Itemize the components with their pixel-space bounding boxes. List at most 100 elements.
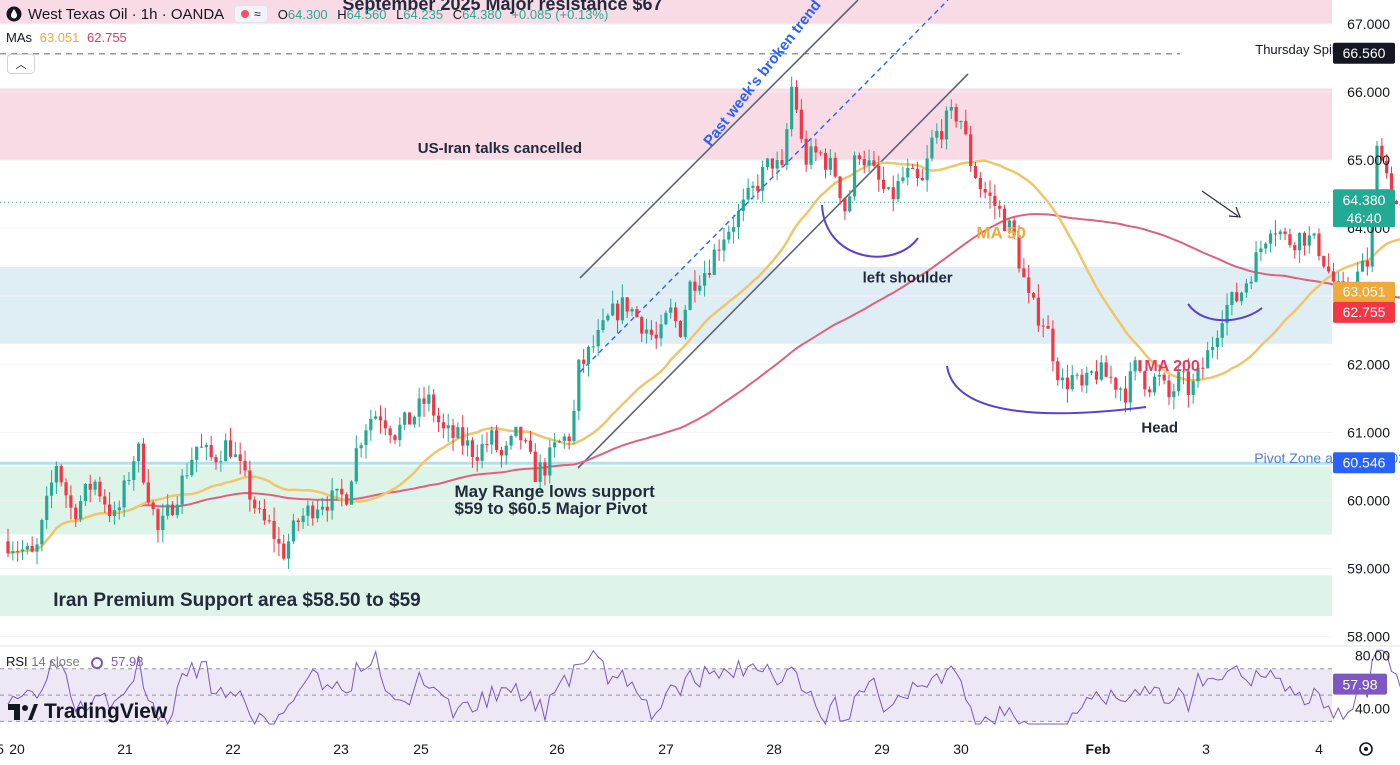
ma200-legend-value: 62.755 [87, 30, 127, 45]
candle-body [45, 495, 49, 520]
candle-body [983, 188, 987, 193]
collapse-legend-button[interactable]: ︿ [7, 54, 35, 74]
ohlc-values: O64.300 H64.560 L64.235 C64.380 +0.085 (… [278, 7, 615, 22]
time-axis[interactable]: 20 21 22 23 25 26 27 28 29 30 Feb 3 4 5 [0, 741, 1373, 757]
candle-body [1007, 220, 1011, 232]
candle-body [1114, 377, 1118, 390]
candle-body [1196, 367, 1200, 382]
candle-body [678, 320, 683, 337]
candle-body [1356, 271, 1360, 290]
candle-body [1288, 234, 1292, 246]
candle-body [436, 415, 441, 423]
candle-body [528, 440, 533, 452]
candle-body [209, 445, 213, 458]
candle-body [644, 329, 649, 334]
candle-body [857, 155, 861, 160]
candle-body [175, 504, 179, 516]
candle-body [1268, 233, 1273, 244]
symbol-title[interactable]: West Texas Oil · 1h · OANDA [28, 5, 225, 23]
candle-body [877, 165, 881, 180]
candle-body [141, 443, 146, 483]
candle-body [1060, 377, 1065, 381]
candle-body [954, 107, 958, 122]
candle-body [117, 507, 121, 511]
candle-body [543, 462, 547, 476]
candle-body [1128, 371, 1132, 403]
candle-body [625, 297, 629, 312]
candle-body [553, 442, 557, 448]
candle-body [654, 334, 658, 339]
candle-body [161, 515, 165, 531]
candle-body [1385, 160, 1389, 174]
candle-body [519, 426, 523, 441]
right-shoulder-curve [1187, 303, 1263, 322]
candle-body [838, 176, 842, 199]
price-label-0: 66.560 [1343, 45, 1386, 61]
candle-body [1278, 231, 1282, 235]
candle-body [780, 160, 784, 165]
time-tick-3: 23 [333, 741, 349, 757]
time-tick-11: 3 [1202, 741, 1210, 757]
candle-body [814, 146, 818, 153]
high-label: H [337, 6, 347, 22]
candle-body [170, 504, 175, 516]
candle-body [432, 394, 436, 416]
candle-body [166, 504, 170, 516]
candle-body [204, 445, 208, 448]
ma-legend[interactable]: MAs 63.051 62.755 [6, 30, 127, 45]
candle-body [103, 496, 107, 505]
candle-body [1365, 260, 1369, 267]
lower-trend-line [577, 73, 969, 469]
candle-body [11, 551, 15, 554]
candle-body [461, 427, 465, 446]
tradingview-logo[interactable]: TradingView [8, 700, 167, 724]
rsi-settings-icon[interactable] [91, 656, 104, 669]
candle-body [732, 227, 736, 232]
candle-body [925, 158, 929, 181]
candle-body [664, 312, 668, 325]
oil-drop-icon [6, 6, 22, 22]
candle-body [799, 109, 803, 139]
price-tick-9: 67.000 [1347, 16, 1390, 32]
zone-4 [0, 575, 1332, 617]
candle-body [320, 506, 325, 510]
market-status-pill[interactable]: ≈ [234, 5, 268, 23]
candle-body [940, 131, 944, 140]
left-shoulder-curve [821, 204, 919, 258]
candle-body [673, 307, 678, 321]
time-tick-12: 4 [1315, 741, 1323, 757]
candle-body [736, 210, 741, 228]
price-tick-8: 66.000 [1347, 84, 1390, 100]
candle-body [485, 444, 489, 446]
candle-body [1143, 371, 1147, 390]
candle-body [591, 346, 595, 348]
candle-body [238, 454, 242, 461]
candle-body [74, 507, 78, 520]
candle-body [311, 505, 315, 519]
time-tick-5: 26 [549, 741, 565, 757]
price-label-bg-3 [1333, 281, 1395, 303]
candle-body [340, 488, 344, 495]
candle-body [1085, 372, 1089, 386]
price-axis[interactable]: 58.00059.00060.00061.00062.00063.00064.0… [1333, 16, 1395, 645]
candle-body [156, 509, 160, 531]
candle-body [364, 430, 368, 446]
candle-body [848, 196, 852, 212]
candle-body [325, 506, 329, 511]
candle-body [727, 231, 731, 240]
candle-body [751, 185, 755, 188]
candle-body [630, 309, 634, 312]
candle-body [422, 398, 426, 404]
candle-body [480, 444, 484, 461]
candle-body [1317, 233, 1321, 257]
candle-body [1046, 326, 1050, 329]
candle-body [567, 436, 571, 441]
candle-body [852, 155, 857, 197]
candle-body [1070, 375, 1074, 390]
candle-body [1312, 233, 1316, 236]
rsi-legend[interactable]: RSI 14 close 57.98 [6, 654, 144, 669]
settings-gear-icon [1359, 742, 1373, 756]
rsi-params: 14 close [31, 654, 80, 669]
candle-body [441, 422, 445, 429]
